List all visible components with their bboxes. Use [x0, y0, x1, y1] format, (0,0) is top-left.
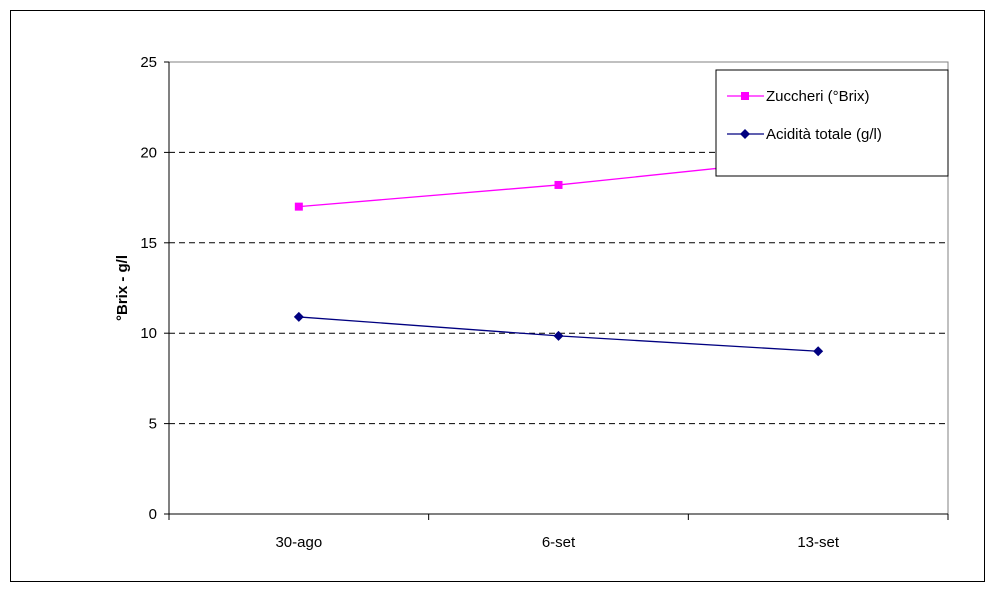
y-tick-label: 25: [140, 54, 157, 71]
x-tick-label: 13-set: [797, 534, 840, 551]
series: [293, 153, 824, 357]
legend-box: [715, 69, 949, 177]
x-tick-label: 6-set: [542, 534, 576, 551]
legend-item: Acidità totale (g/l): [727, 126, 882, 143]
y-tick-label: 20: [140, 144, 157, 161]
legend: Zuccheri (°Brix) Acidità totale (g/l): [715, 69, 949, 177]
y-tick-label: 10: [140, 325, 157, 342]
series-acidita: [293, 311, 824, 357]
data-point: [553, 330, 564, 341]
axes: 0 5 10 15 20 25 30-ago 6-set 13-set: [140, 54, 949, 551]
y-tick-label: 0: [149, 506, 157, 523]
legend-item: Zuccheri (°Brix): [727, 88, 870, 105]
data-point: [554, 180, 563, 189]
legend-swatch-marker: [740, 129, 750, 139]
y-tick-label: 5: [149, 416, 157, 433]
legend-label: Acidità totale (g/l): [766, 126, 882, 143]
y-tick-label: 15: [140, 235, 157, 252]
data-point: [294, 202, 303, 211]
data-point: [813, 346, 824, 357]
data-point: [293, 311, 304, 322]
legend-swatch-marker: [741, 92, 749, 100]
y-axis-title: °Brix - g/l: [114, 255, 131, 321]
x-tick-label: 30-ago: [275, 534, 322, 551]
legend-label: Zuccheri (°Brix): [766, 88, 870, 105]
